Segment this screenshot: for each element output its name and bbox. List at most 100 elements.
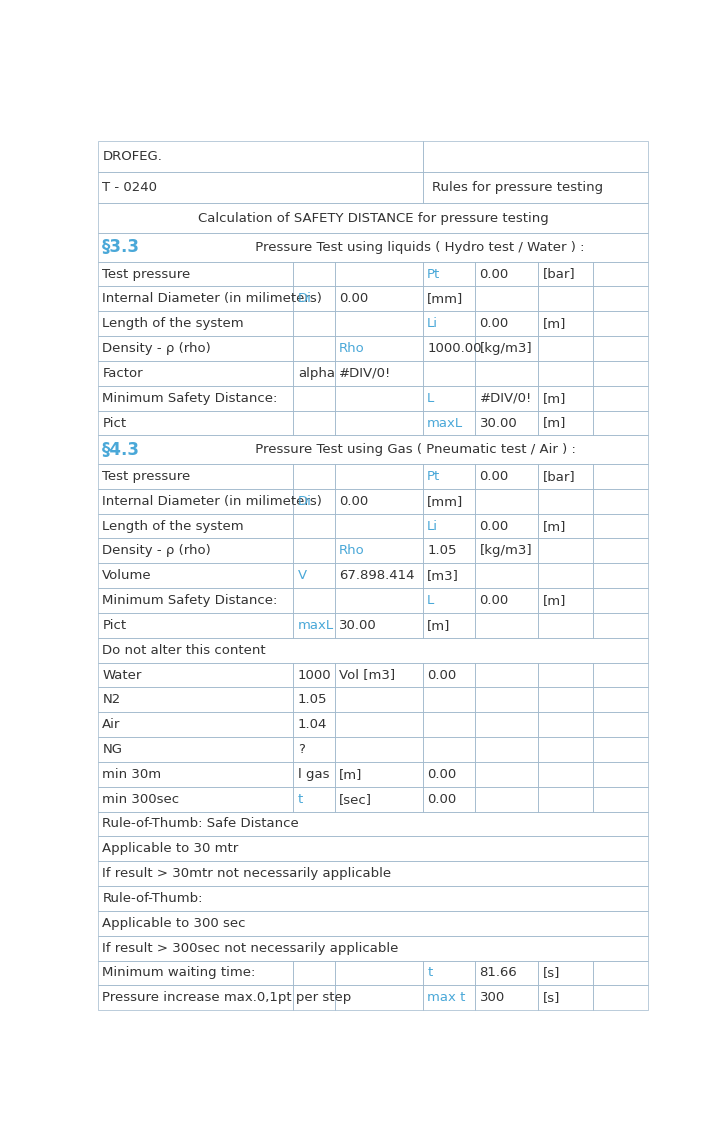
Bar — [475, 588, 538, 613]
Text: Rule-of-Thumb: Safe Distance: Rule-of-Thumb: Safe Distance — [102, 817, 299, 831]
Bar — [593, 336, 649, 361]
Bar — [335, 662, 423, 687]
Bar — [335, 712, 423, 738]
Bar — [335, 961, 423, 985]
Bar — [98, 662, 293, 687]
Bar — [423, 311, 475, 336]
Bar — [335, 464, 423, 489]
Bar — [98, 489, 293, 514]
Text: Internal Diameter (in milimeters): Internal Diameter (in milimeters) — [102, 495, 323, 507]
Text: t: t — [298, 792, 303, 806]
Text: #DIV/0!: #DIV/0! — [480, 392, 531, 405]
Text: Pict: Pict — [102, 619, 127, 632]
Bar — [593, 538, 649, 563]
Bar — [538, 738, 593, 762]
Bar — [335, 762, 423, 787]
Text: [mm]: [mm] — [427, 292, 464, 306]
Text: 0.00: 0.00 — [339, 495, 368, 507]
Bar — [538, 286, 593, 311]
Text: 81.66: 81.66 — [480, 967, 517, 979]
Bar — [423, 985, 475, 1010]
Text: 30.00: 30.00 — [339, 619, 377, 632]
Bar — [538, 961, 593, 985]
Bar — [475, 514, 538, 538]
Bar — [475, 787, 538, 812]
Bar — [98, 336, 293, 361]
Text: 1.05: 1.05 — [427, 545, 456, 557]
Text: N2: N2 — [102, 693, 121, 707]
Bar — [293, 538, 335, 563]
Text: alpha: alpha — [298, 367, 335, 380]
Bar — [538, 514, 593, 538]
Bar — [98, 172, 423, 203]
Text: Pressure Test using Gas ( Pneumatic test / Air ) :: Pressure Test using Gas ( Pneumatic test… — [251, 443, 576, 456]
Text: [mm]: [mm] — [427, 495, 464, 507]
Bar — [293, 961, 335, 985]
Bar — [98, 141, 423, 172]
Bar — [475, 961, 538, 985]
Bar — [593, 787, 649, 812]
Text: [m]: [m] — [427, 619, 451, 632]
Bar — [98, 361, 293, 385]
Text: 1.04: 1.04 — [298, 718, 327, 731]
Bar — [423, 489, 475, 514]
Text: [s]: [s] — [543, 967, 560, 979]
Bar — [98, 410, 293, 435]
Text: Test pressure: Test pressure — [102, 470, 191, 483]
Bar — [423, 410, 475, 435]
Bar — [423, 361, 475, 385]
Bar — [593, 286, 649, 311]
Text: min 30m: min 30m — [102, 768, 162, 781]
Bar — [538, 712, 593, 738]
Bar — [293, 762, 335, 787]
Text: Rho: Rho — [339, 545, 365, 557]
Bar — [293, 687, 335, 712]
Bar — [98, 712, 293, 738]
Text: [m]: [m] — [543, 392, 566, 405]
Text: [bar]: [bar] — [543, 470, 575, 483]
Text: 30.00: 30.00 — [480, 416, 517, 430]
Bar — [293, 738, 335, 762]
Text: Rho: Rho — [339, 342, 365, 355]
Bar — [335, 385, 423, 410]
Bar — [98, 613, 293, 637]
Bar — [475, 613, 538, 637]
Text: T - 0240: T - 0240 — [102, 181, 157, 194]
Bar — [593, 762, 649, 787]
Bar — [335, 489, 423, 514]
Bar — [98, 385, 293, 410]
Bar — [593, 738, 649, 762]
Bar — [475, 538, 538, 563]
Bar — [538, 464, 593, 489]
Bar — [423, 738, 475, 762]
Text: [bar]: [bar] — [543, 268, 575, 280]
Bar — [538, 787, 593, 812]
Text: 0.00: 0.00 — [480, 317, 509, 331]
Text: Pressure increase max.0,1pt per step: Pressure increase max.0,1pt per step — [102, 992, 352, 1004]
Bar — [98, 787, 293, 812]
Bar — [335, 538, 423, 563]
Bar — [293, 613, 335, 637]
Text: Test pressure: Test pressure — [102, 268, 191, 280]
Text: 0.00: 0.00 — [480, 520, 509, 532]
Bar — [593, 613, 649, 637]
Bar — [98, 812, 649, 837]
Bar — [475, 662, 538, 687]
Bar — [335, 738, 423, 762]
Text: Density - ρ (rho): Density - ρ (rho) — [102, 545, 211, 557]
Bar — [293, 385, 335, 410]
Bar — [538, 261, 593, 286]
Bar — [293, 410, 335, 435]
Bar — [335, 613, 423, 637]
Bar — [593, 410, 649, 435]
Text: Applicable to 300 sec: Applicable to 300 sec — [102, 917, 246, 930]
Bar — [475, 261, 538, 286]
Text: Volume: Volume — [102, 569, 152, 583]
Bar — [593, 385, 649, 410]
Bar — [335, 588, 423, 613]
Bar — [98, 837, 649, 861]
Text: If result > 300sec not necessarily applicable: If result > 300sec not necessarily appli… — [102, 942, 399, 954]
Bar — [335, 687, 423, 712]
Text: 1.05: 1.05 — [298, 693, 328, 707]
Bar — [423, 762, 475, 787]
